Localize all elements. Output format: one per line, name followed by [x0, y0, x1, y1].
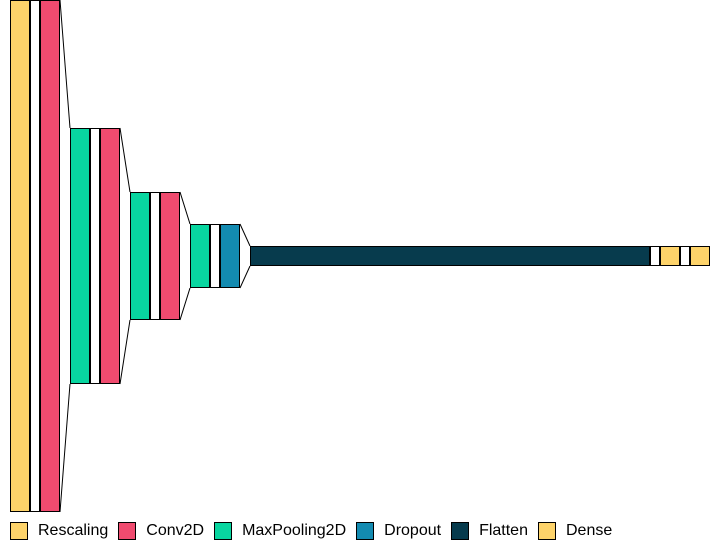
connector-top-5 — [179, 191, 191, 225]
legend-label-maxpooling2d: MaxPooling2D — [242, 522, 347, 539]
connector-bottom-1 — [59, 383, 71, 513]
layer-maxpooling2d-2 — [70, 128, 90, 384]
legend-item-dropout: Dropout — [356, 522, 441, 540]
spacer-8 — [650, 246, 660, 266]
spacer-6 — [210, 224, 220, 288]
legend-swatch-dropout — [356, 522, 375, 540]
legend-swatch-flatten — [451, 522, 470, 540]
legend-label-dense: Dense — [565, 522, 613, 539]
legend-item-maxpooling2d: MaxPooling2D — [214, 522, 346, 540]
layer-maxpooling2d-4 — [130, 192, 150, 320]
layer-rescaling-0 — [10, 0, 30, 512]
spacer-4 — [150, 192, 160, 320]
legend-swatch-rescaling — [10, 522, 28, 540]
layer-dense-9 — [660, 246, 680, 266]
spacer-0 — [30, 0, 40, 512]
legend-item-dense: Dense — [537, 522, 613, 540]
connector-bottom-3 — [119, 319, 131, 385]
legend: Rescaling Conv2D MaxPooling2D Dropout Fl… — [10, 520, 622, 542]
connector-top-3 — [119, 127, 131, 193]
legend-label-flatten: Flatten — [479, 522, 528, 539]
layer-flatten-8 — [250, 246, 650, 266]
spacer-2 — [90, 128, 100, 384]
layer-conv2d-1 — [40, 0, 60, 512]
connector-bottom-7 — [239, 265, 251, 289]
connector-top-1 — [59, 0, 71, 129]
legend-label-rescaling: Rescaling — [38, 522, 109, 539]
layer-dropout-7 — [220, 224, 240, 288]
legend-swatch-dense — [537, 522, 556, 540]
layer-conv2d-3 — [100, 128, 120, 384]
legend-item-rescaling: Rescaling — [10, 522, 108, 540]
network-architecture-diagram — [10, 0, 710, 513]
connector-top-7 — [239, 223, 251, 247]
legend-label-conv2d: Conv2D — [146, 522, 205, 539]
legend-swatch-conv2d — [118, 522, 137, 540]
layer-maxpooling2d-6 — [190, 224, 210, 288]
legend-swatch-maxpooling2d — [214, 522, 233, 540]
layer-conv2d-5 — [160, 192, 180, 320]
spacer-9 — [680, 246, 690, 266]
legend-item-conv2d: Conv2D — [118, 522, 204, 540]
legend-label-dropout: Dropout — [384, 522, 442, 539]
connector-bottom-5 — [179, 287, 191, 321]
legend-item-flatten: Flatten — [451, 522, 528, 540]
layer-dense-10 — [690, 246, 710, 266]
